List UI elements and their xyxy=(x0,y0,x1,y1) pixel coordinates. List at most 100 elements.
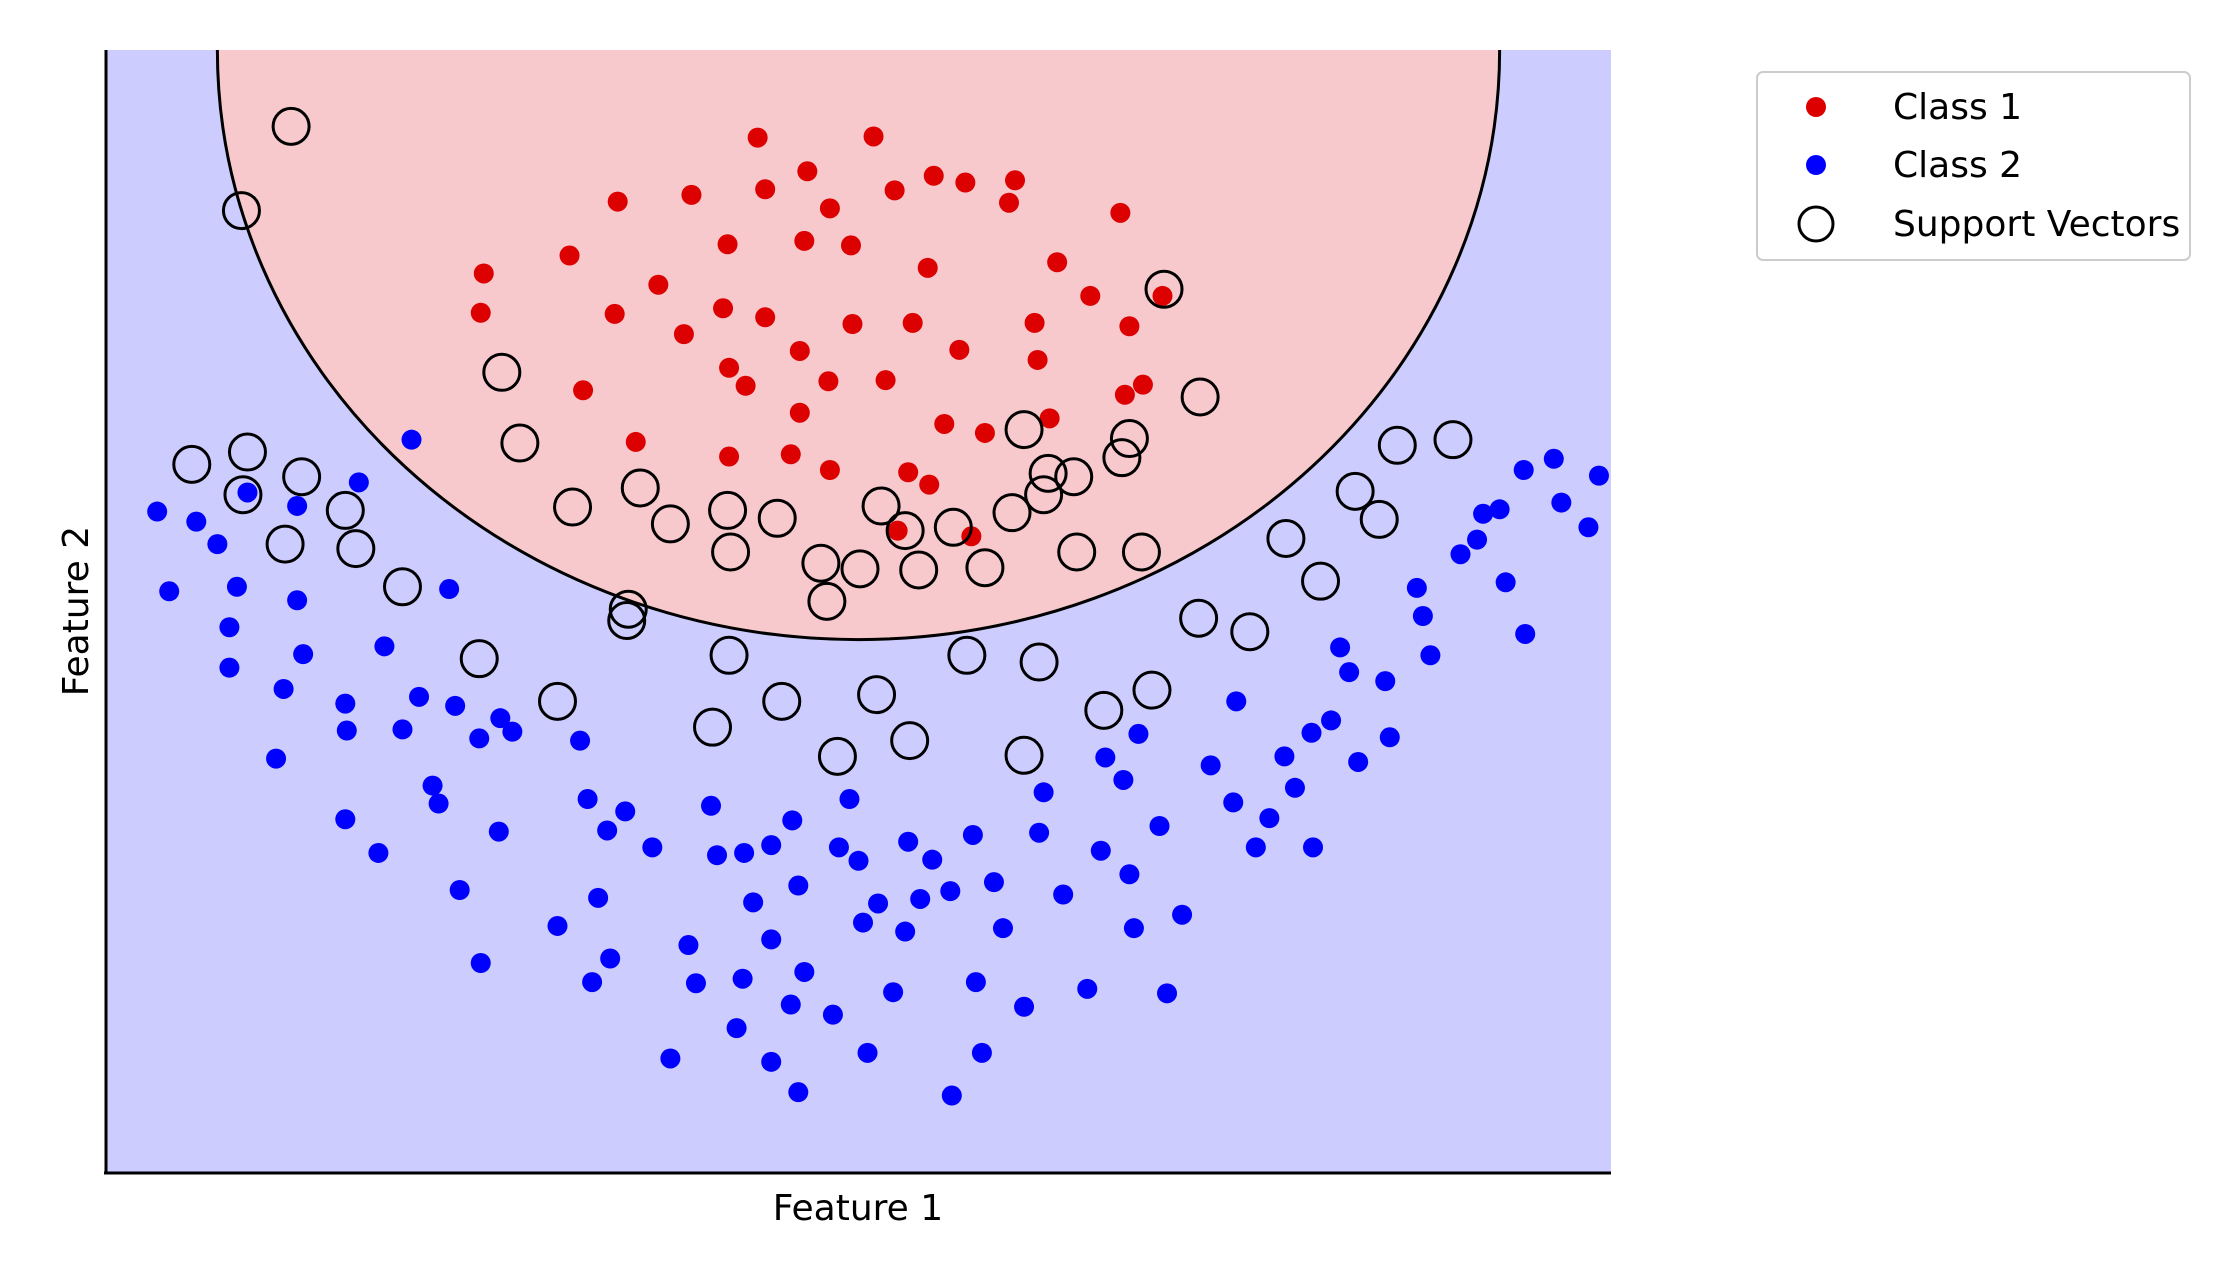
support-vector-ring xyxy=(620,468,660,508)
class-2-point xyxy=(761,835,782,856)
class-2-point xyxy=(577,789,598,810)
support-vector-ring xyxy=(711,532,751,572)
class-2-point xyxy=(1348,751,1369,772)
class-2-point xyxy=(293,644,314,665)
support-vector-ring xyxy=(172,444,212,484)
class-1-point xyxy=(902,312,923,333)
class-2-point xyxy=(439,579,460,600)
class-2-point xyxy=(788,1082,809,1103)
support-vector-ring xyxy=(757,498,797,538)
class-2-point xyxy=(1033,782,1054,803)
support-vector-ring xyxy=(708,490,748,530)
class-1-point xyxy=(1132,374,1153,395)
class-2-point xyxy=(219,617,240,638)
class-1-point xyxy=(898,462,919,483)
class-1-point xyxy=(719,357,740,378)
class-1-point xyxy=(789,340,810,361)
class-2-point xyxy=(962,824,983,845)
class-1-point xyxy=(1119,316,1140,337)
support-vector-ring xyxy=(1377,425,1417,465)
support-vector-ring xyxy=(933,507,973,547)
class-1-point xyxy=(863,126,884,147)
support-vector-ring xyxy=(1084,690,1124,730)
support-vector-ring xyxy=(282,457,322,497)
support-vector-ring xyxy=(965,548,1005,588)
class-2-point xyxy=(1303,837,1324,858)
support-vector-ring xyxy=(271,106,311,146)
class-2-point xyxy=(922,849,943,870)
class-2-point xyxy=(941,1085,962,1106)
class-2-point xyxy=(1406,577,1427,598)
support-vector-ring xyxy=(762,681,802,721)
class-2-point xyxy=(1489,499,1510,520)
class-1-point xyxy=(625,431,646,452)
class-2-point xyxy=(428,793,449,814)
class-2-point xyxy=(992,918,1013,939)
class-2-point xyxy=(868,893,889,914)
support-vector-ring xyxy=(1144,269,1184,309)
class-2-point xyxy=(743,892,764,913)
class-1-point xyxy=(887,520,908,541)
class-2-point xyxy=(940,881,961,902)
class-2-point xyxy=(445,695,466,716)
class-1-point xyxy=(923,165,944,186)
support-vector-ring xyxy=(325,490,365,530)
class-2-point xyxy=(853,912,874,933)
support-vector-ring xyxy=(265,524,305,564)
class-2-point xyxy=(1450,544,1471,565)
class-1-point xyxy=(1152,285,1173,306)
class-2-point xyxy=(848,850,869,871)
class-2-point xyxy=(983,872,1004,893)
class-1-point xyxy=(999,192,1019,213)
class-2-point xyxy=(1157,983,1178,1004)
class-2-point xyxy=(1588,465,1609,486)
class-1-point xyxy=(1114,384,1135,405)
class-2-point xyxy=(678,935,699,956)
support-vector-ring xyxy=(608,589,648,629)
legend-marker-class-1 xyxy=(1806,97,1826,117)
class-1-point xyxy=(919,474,940,495)
class-2-point xyxy=(1330,637,1351,658)
support-vector-ring xyxy=(709,635,749,675)
y-axis-label: Feature 2 xyxy=(56,526,97,696)
class-2-point xyxy=(547,915,568,936)
legend: Class 1 Class 2 Support Vectors xyxy=(1756,71,2191,261)
support-vector-ring xyxy=(221,191,261,231)
class-2-point xyxy=(794,961,815,982)
class-2-point xyxy=(1095,747,1116,768)
class-2-point xyxy=(1090,840,1111,861)
class-1-point xyxy=(840,235,861,256)
class-2-point xyxy=(615,801,636,822)
class-2-point xyxy=(335,693,356,714)
support-vector-ring xyxy=(1180,377,1220,417)
data-points xyxy=(147,126,1609,1106)
class-2-point xyxy=(219,657,240,678)
class-1-region xyxy=(217,50,1500,640)
class-2-point xyxy=(1128,723,1149,744)
class-1-point xyxy=(607,191,628,212)
class-1-point xyxy=(559,245,580,266)
support-vector-ring xyxy=(1359,499,1399,539)
class-2-point xyxy=(1515,623,1536,644)
support-vector-ring xyxy=(459,639,499,679)
support-vector-ring xyxy=(607,600,647,640)
class-1-point xyxy=(713,298,734,319)
support-vector-ring xyxy=(1109,419,1149,459)
class-2-point xyxy=(1077,978,1098,999)
class-2-point xyxy=(469,728,490,749)
class-2-point xyxy=(588,887,609,908)
class-2-point xyxy=(732,968,753,989)
class-2-point xyxy=(1200,755,1221,776)
class-2-point xyxy=(1014,996,1035,1017)
support-vector-ring xyxy=(992,493,1032,533)
class-2-point xyxy=(1551,492,1572,513)
class-1-point xyxy=(917,257,938,278)
support-vector-markers xyxy=(172,106,1473,776)
support-vector-ring xyxy=(500,423,540,463)
class-1-point xyxy=(884,180,905,201)
support-vector-ring xyxy=(553,487,593,527)
support-vector-ring xyxy=(807,581,847,621)
class-2-point xyxy=(1123,918,1144,939)
class-1-point xyxy=(735,375,756,396)
legend-frame xyxy=(1756,71,2191,261)
